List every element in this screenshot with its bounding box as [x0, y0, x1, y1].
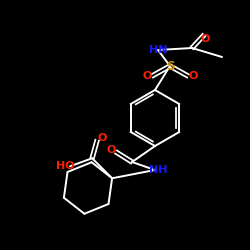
Text: O: O	[106, 145, 116, 155]
Text: NH: NH	[149, 165, 167, 175]
Text: O: O	[200, 34, 210, 44]
Text: HO: HO	[56, 161, 74, 171]
Text: O: O	[98, 133, 107, 143]
Text: O: O	[142, 71, 152, 81]
Text: S: S	[166, 60, 174, 72]
Text: HN: HN	[149, 45, 167, 55]
Text: O: O	[188, 71, 198, 81]
